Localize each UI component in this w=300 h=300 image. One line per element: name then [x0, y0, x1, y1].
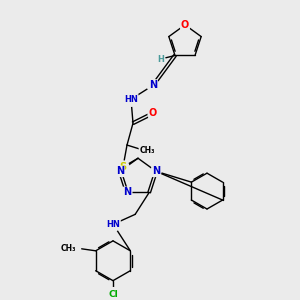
- Text: CH₃: CH₃: [139, 146, 155, 154]
- Text: HN: HN: [106, 220, 120, 229]
- Circle shape: [148, 108, 158, 118]
- Circle shape: [117, 161, 129, 173]
- Circle shape: [106, 217, 120, 231]
- Circle shape: [147, 80, 159, 91]
- Text: N: N: [116, 166, 124, 176]
- Circle shape: [115, 166, 125, 176]
- Text: HN: HN: [124, 95, 138, 104]
- Text: H: H: [158, 55, 164, 64]
- Text: S: S: [119, 162, 127, 172]
- Text: O: O: [149, 108, 157, 118]
- Text: Cl: Cl: [108, 290, 118, 299]
- Circle shape: [106, 288, 120, 300]
- Text: N: N: [123, 188, 131, 197]
- Text: O: O: [181, 20, 189, 30]
- Circle shape: [124, 92, 138, 106]
- Text: N: N: [152, 166, 160, 176]
- Circle shape: [122, 188, 132, 197]
- Circle shape: [180, 20, 190, 30]
- Circle shape: [157, 56, 165, 64]
- Text: N: N: [149, 80, 157, 90]
- Text: CH₃: CH₃: [60, 244, 76, 253]
- Circle shape: [151, 166, 161, 176]
